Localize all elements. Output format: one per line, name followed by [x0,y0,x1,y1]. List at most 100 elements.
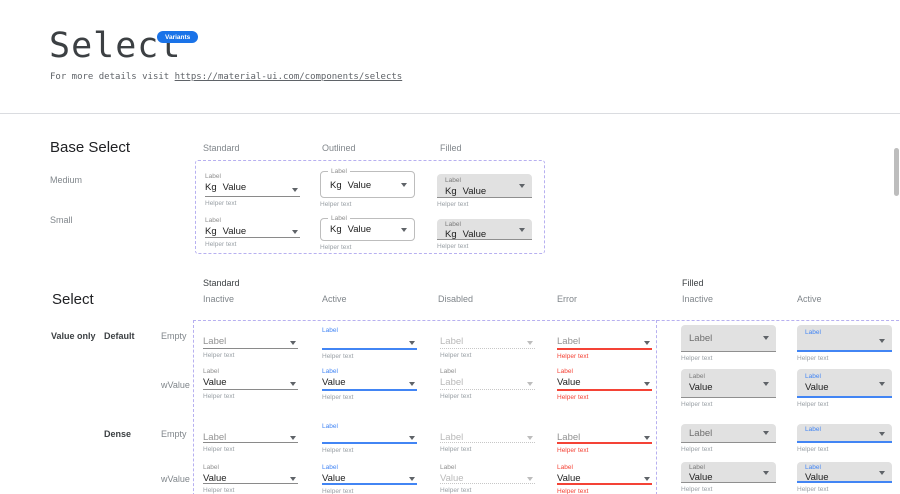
dropdown-arrow-icon [879,339,885,343]
select-input[interactable]: Value [322,472,417,485]
select-section-heading: Select [52,291,94,308]
helper-text: Helper text [320,244,415,251]
select-input[interactable]: Label [797,424,892,443]
adornment: Kg [330,224,342,235]
base-select-heading: Base Select [50,139,130,156]
caption-spacer [440,423,535,431]
select-input[interactable] [322,431,417,444]
select-value: Value [203,376,298,389]
select-value: Value [681,381,776,393]
select-filled-active-wvalue[interactable]: Label Value Helper text [797,369,892,408]
select-filled-inactive-wvalue[interactable]: Label Value Helper text [681,369,776,408]
select-floating-label: Label [797,462,892,472]
select-input[interactable]: Value [322,376,417,391]
select-input[interactable]: Label [557,335,652,350]
dropdown-arrow-icon [292,230,298,234]
select-standard-inactive-wvalue-dense[interactable]: Label Value Helper text [203,464,298,494]
select-input[interactable]: Label KgValue [437,174,532,198]
select-standard-inactive-wvalue[interactable]: Label Value Helper text [203,368,298,400]
state-header-filled-inactive: Inactive [682,294,713,304]
base-select-filled-small[interactable]: Label KgValue Helper text [437,219,532,250]
select-input[interactable]: Label [681,325,776,352]
select-standard-error-empty[interactable]: Label Helper text [557,327,652,360]
dropdown-arrow-icon [527,341,533,345]
base-select-standard-small[interactable]: Label KgValue Helper text [205,217,300,248]
select-filled-active-wvalue-dense[interactable]: Label Value Helper text [797,462,892,493]
select-floating-label: Label [205,217,300,225]
caption-spacer [203,327,298,335]
select-input[interactable]: Label [203,335,298,349]
select-value: Value [681,472,776,483]
select-floating-label: Label [205,173,300,181]
standard-component-frame [193,320,900,494]
helper-text: Helper text [322,488,417,494]
select-value: Value [203,472,298,485]
select-input[interactable]: Value [203,472,298,484]
dropdown-arrow-icon [763,471,769,475]
helper-text: Helper text [797,446,892,453]
select-standard-error-wvalue[interactable]: Label Value Helper text [557,368,652,401]
select-filled-inactive-empty[interactable]: Label Helper text [681,325,776,362]
select-standard-inactive-empty-dense[interactable]: Label Helper text [203,423,298,453]
select-standard-active-wvalue-dense[interactable]: Label Value Helper text [322,464,417,494]
row-label-empty-default: Empty [161,331,187,341]
caption-spacer [557,423,652,431]
base-select-standard-medium[interactable]: Label KgValue Helper text [205,173,300,207]
select-standard-active-wvalue[interactable]: Label Value Helper text [322,368,417,401]
dropdown-arrow-icon [409,436,415,440]
select-filled-active-empty[interactable]: Label Helper text [797,325,892,362]
select-input[interactable]: Label Value [681,462,776,483]
select-value: Value [797,472,892,483]
select-input[interactable]: Label [557,431,652,444]
helper-text: Helper text [681,355,776,362]
select-input[interactable]: Value [557,376,652,391]
dropdown-arrow-icon [763,382,769,386]
state-header-filled-active: Active [797,294,822,304]
select-filled-active-empty-dense[interactable]: Label Helper text [797,424,892,453]
select-input[interactable]: KgValue [205,225,300,238]
dropdown-arrow-icon [644,477,650,481]
caption-spacer [440,327,535,335]
select-input[interactable] [322,335,417,350]
select-standard-error-empty-dense[interactable]: Label Helper text [557,423,652,454]
select-standard-active-empty-dense[interactable]: Label Helper text [322,423,417,454]
base-select-outlined-small[interactable]: Label KgValue Helper text [320,218,415,251]
select-standard-inactive-empty[interactable]: Label Helper text [203,327,298,359]
helper-text: Helper text [322,447,417,454]
select-input[interactable]: Label KgValue [320,171,415,198]
dropdown-arrow-icon [409,477,415,481]
select-floating-label: Label [437,174,532,185]
base-select-outlined-medium[interactable]: Label KgValue Helper text [320,171,415,208]
select-input[interactable]: Value [557,472,652,485]
select-input[interactable]: KgValue [205,181,300,197]
dropdown-arrow-icon [401,183,407,187]
select-input[interactable]: Value [203,376,298,390]
column-header-outlined: Outlined [322,143,356,153]
base-select-filled-medium[interactable]: Label KgValue Helper text [437,174,532,208]
select-floating-label: Label [681,462,776,472]
select-input[interactable]: Label [203,431,298,443]
adornment: Kg [205,182,217,193]
select-standard-active-empty[interactable]: Label Helper text [322,327,417,360]
select-value: Value [797,381,892,393]
helper-text: Helper text [320,201,415,208]
filled-component-frame-edge [656,320,658,494]
row-label-default: Default [104,331,135,341]
select-input[interactable]: Label [681,424,776,443]
select-input[interactable]: Label Value [681,369,776,398]
select-filled-inactive-wvalue-dense[interactable]: Label Value Helper text [681,462,776,493]
docs-link[interactable]: https://material-ui.com/components/selec… [175,72,403,82]
select-input[interactable]: Label KgValue [320,218,415,241]
select-input[interactable]: Label KgValue [437,219,532,240]
select-input[interactable]: Label Value [797,462,892,483]
vertical-scrollbar-thumb[interactable] [894,148,899,196]
state-header-inactive: Inactive [203,294,234,304]
state-header-error: Error [557,294,577,304]
select-filled-inactive-empty-dense[interactable]: Label Helper text [681,424,776,453]
select-placeholder: Label [681,424,776,443]
select-input[interactable]: Label [797,325,892,352]
select-standard-disabled-wvalue: Label Label Helper text [440,368,535,400]
state-header-active: Active [322,294,347,304]
select-input[interactable]: Label Value [797,369,892,398]
select-standard-error-wvalue-dense[interactable]: Label Value Helper text [557,464,652,494]
